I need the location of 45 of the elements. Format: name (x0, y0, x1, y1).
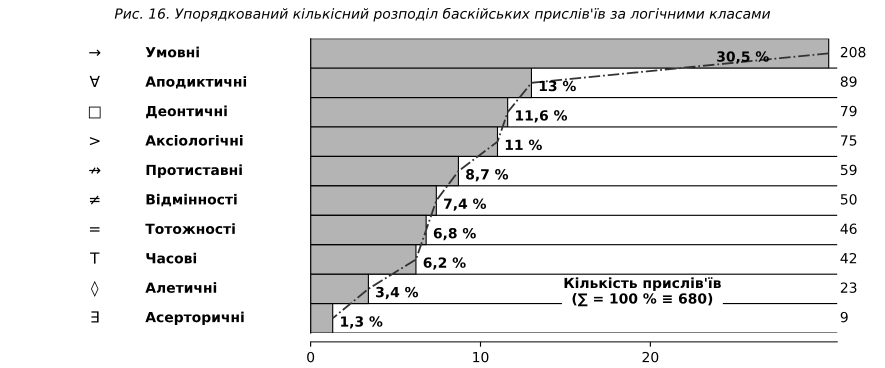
text: = (90, 227, 100, 232)
y-tick-label: Аксіологічні (145, 134, 242, 146)
y-tick-label: Аподиктичні (145, 76, 246, 89)
y-tick-label: Деонтичні (146, 106, 227, 118)
text: 42 (840, 252, 856, 264)
data-label: 13 % (540, 80, 576, 92)
x-tick-label: 10 (473, 352, 488, 362)
text: 208 (840, 46, 866, 58)
y-tick-label: Протиставні (146, 164, 242, 178)
y-tick-label: Часові (146, 252, 196, 264)
text: ∀ (90, 76, 100, 88)
y-tick-label: Тотожності (145, 223, 235, 234)
data-label: 8,7 % (466, 169, 508, 182)
text: > (90, 137, 100, 146)
text: 46 (840, 224, 857, 234)
y-tick-label: Алетичні (145, 282, 216, 293)
text: 50 (840, 194, 857, 205)
text: → (89, 50, 100, 56)
text: T (90, 252, 100, 264)
annotation: Кількість прислів'їв (∑ = 100 % ≡ 680) (564, 277, 721, 306)
data-label: 6,8 % (434, 228, 476, 240)
text: □ (88, 106, 101, 118)
text: 89 (840, 76, 857, 87)
text: 9 (840, 312, 848, 322)
text: 79 (840, 106, 857, 116)
text: 75 (840, 135, 856, 146)
x-tick-label: 0 (307, 352, 314, 362)
data-label: 11 % (506, 140, 542, 150)
chart-title: Рис. 16. Упорядкований кількісний розподіл баскійських прислів'їв за логічними класами (114, 8, 770, 22)
data-label: 3,4 % (376, 286, 418, 300)
y-tick-label: Умовні (146, 46, 199, 58)
text: ∃ (91, 311, 99, 323)
text: 59 (840, 164, 857, 176)
y-tick-label: Відмінності (146, 194, 237, 206)
data-label: 6,2 % (424, 257, 466, 270)
data-label: 11,6 % (516, 110, 568, 122)
text: ◊ (91, 280, 98, 297)
text: ↛ (89, 167, 100, 174)
data-label: 30,5 % (717, 51, 769, 64)
data-label: 7,4 % (444, 198, 486, 211)
text: 23 (840, 282, 856, 293)
data-label: 1,3 % (341, 316, 382, 329)
text: ≠ (90, 195, 100, 204)
y-tick-label: Асерторичні (145, 312, 244, 326)
x-tick-label: 20 (642, 352, 658, 362)
